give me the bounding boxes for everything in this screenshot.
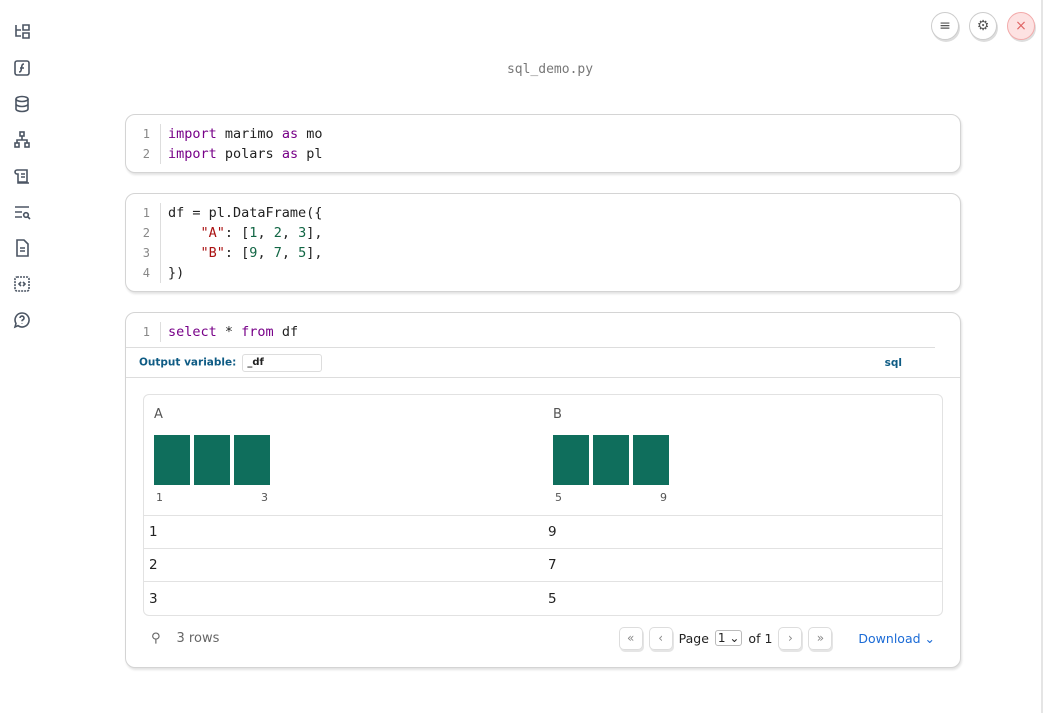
- language-label[interactable]: sql: [884, 356, 902, 369]
- notebook-title: sql_demo.py: [506, 62, 594, 77]
- scroll-icon[interactable]: [10, 164, 34, 188]
- code-editor[interactable]: df = pl.DataFrame({ "A": [1, 2, 3], "B":…: [168, 205, 323, 281]
- menu-button[interactable]: ≡: [931, 12, 959, 40]
- page-label: Page: [678, 630, 709, 646]
- close-button[interactable]: ×: [1007, 12, 1035, 40]
- page-select[interactable]: 1 ⌄: [714, 630, 743, 646]
- histogram-bar: [593, 435, 629, 485]
- dependency-graph-icon[interactable]: [10, 128, 34, 152]
- document-icon[interactable]: [10, 236, 34, 260]
- function-icon[interactable]: [10, 56, 34, 80]
- download-button[interactable]: Download ⌄: [858, 630, 935, 646]
- last-page-button[interactable]: »: [808, 626, 833, 650]
- sidebar: [10, 20, 34, 344]
- code-editor[interactable]: import marimo as mo import polars as pl: [168, 126, 323, 162]
- output-variable-input[interactable]: [242, 353, 323, 372]
- histogram-a: [154, 435, 533, 485]
- histogram-b: [553, 435, 932, 485]
- row-count: 3 rows: [176, 630, 220, 646]
- first-page-button[interactable]: «: [618, 626, 643, 650]
- search-list-icon[interactable]: [10, 200, 34, 224]
- histogram-bar: [194, 435, 230, 485]
- histogram-bar: [633, 435, 669, 485]
- histogram-bar: [154, 435, 190, 485]
- histogram-bar: [234, 435, 270, 485]
- page-total: of 1: [748, 630, 773, 646]
- file-explorer-icon[interactable]: [10, 20, 34, 44]
- next-page-button[interactable]: ›: [778, 626, 803, 650]
- histogram-bar: [553, 435, 589, 485]
- scrollbar[interactable]: [1041, 0, 1043, 713]
- settings-button[interactable]: ⚙: [969, 12, 997, 40]
- help-chat-icon[interactable]: [10, 308, 34, 332]
- prev-page-button[interactable]: ‹: [648, 626, 673, 650]
- output-variable-label: Output variable:: [139, 356, 237, 368]
- code-snippet-icon[interactable]: [10, 272, 34, 296]
- sql-cell[interactable]: 1 select * from df Output variable: sql …: [125, 312, 961, 668]
- line-numbers: 1: [126, 322, 161, 342]
- database-icon[interactable]: [10, 92, 34, 116]
- search-icon[interactable]: ⚲: [151, 630, 161, 646]
- code-editor[interactable]: select * from df: [168, 324, 299, 340]
